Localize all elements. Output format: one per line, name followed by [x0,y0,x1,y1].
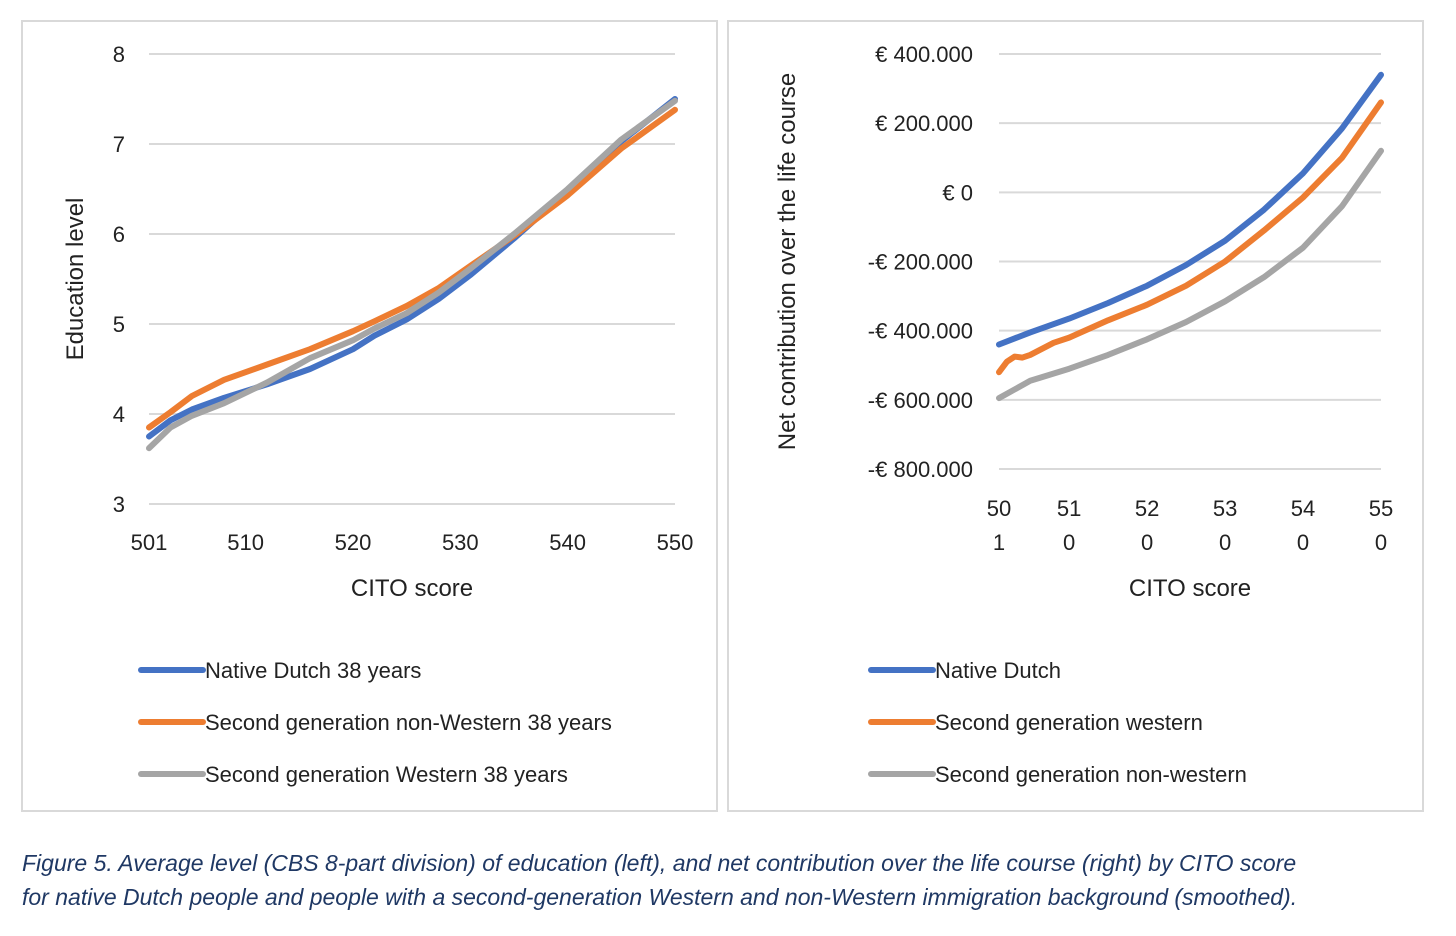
left-chart-panel: 3 4 5 6 7 8 501 510 520 530 540 550 CITO score Educat… [21,20,718,812]
caption-line-1: Figure 5. Average level (CBS 8-part divi… [22,846,1442,880]
x-tick-label: 510 [227,530,264,555]
x-axis-title: CITO score [351,575,473,602]
series-line-1 [999,75,1381,345]
x-tick-label: 530 [442,530,479,555]
x-tick-label: 50 [987,496,1011,521]
y-tick-label: € 400.000 [875,42,973,67]
x-tick-label: 520 [335,530,372,555]
y-tick-label: 5 [113,312,125,337]
x-axis-title: CITO score [1129,575,1251,602]
legend-label: Second generation non-western [935,762,1247,787]
y-tick-label: -€ 400.000 [868,319,973,344]
x-tick-label: 501 [131,530,168,555]
legend-label: Native Dutch 38 years [205,658,421,683]
x-tick-label: 55 [1369,496,1393,521]
y-tick-label: € 0 [942,180,973,205]
right-chart-panel: € 400.000 € 200.000 € 0 -€ 200.000 -€ 400.00… [727,20,1424,812]
legend-label: Native Dutch [935,658,1061,683]
series-line-1 [149,99,675,437]
legend-label: Second generation western [935,710,1203,735]
net-contribution-chart: € 400.000 € 200.000 € 0 -€ 200.000 -€ 400.00… [729,22,1422,810]
x-tick-label: 550 [657,530,694,555]
x-tick-label: 0 [1297,530,1309,555]
x-tick-label: 0 [1141,530,1153,555]
y-tick-label: 6 [113,222,125,247]
y-tick-label: 3 [113,492,125,517]
y-tick-label: -€ 600.000 [868,388,973,413]
series-line-3 [999,151,1381,398]
y-axis-title: Education level [62,198,89,361]
x-tick-label: 52 [1135,496,1159,521]
y-axis-title: Net contribution over the life course [774,73,801,451]
figure-caption: Figure 5. Average level (CBS 8-part divi… [22,846,1442,914]
x-tick-label: 0 [1375,530,1387,555]
y-tick-label: 4 [113,402,125,427]
series-line-2 [149,110,675,428]
y-tick-label: 8 [113,42,125,67]
x-tick-label: 0 [1063,530,1075,555]
y-tick-label: 7 [113,132,125,157]
x-tick-label: 54 [1291,496,1315,521]
x-tick-label: 51 [1057,496,1081,521]
series-line-2 [999,102,1381,372]
x-tick-label: 53 [1213,496,1237,521]
y-tick-label: € 200.000 [875,111,973,136]
legend-label: Second generation Western 38 years [205,762,568,787]
x-tick-label: 0 [1219,530,1231,555]
x-tick-label: 1 [993,530,1005,555]
legend-label: Second generation non-Western 38 years [205,710,612,735]
y-tick-label: -€ 800.000 [868,457,973,482]
x-tick-label: 540 [549,530,586,555]
caption-line-2: for native Dutch people and people with … [22,880,1442,914]
y-tick-label: -€ 200.000 [868,250,973,275]
education-level-chart: 3 4 5 6 7 8 501 510 520 530 540 550 CITO score Educat… [23,22,716,810]
